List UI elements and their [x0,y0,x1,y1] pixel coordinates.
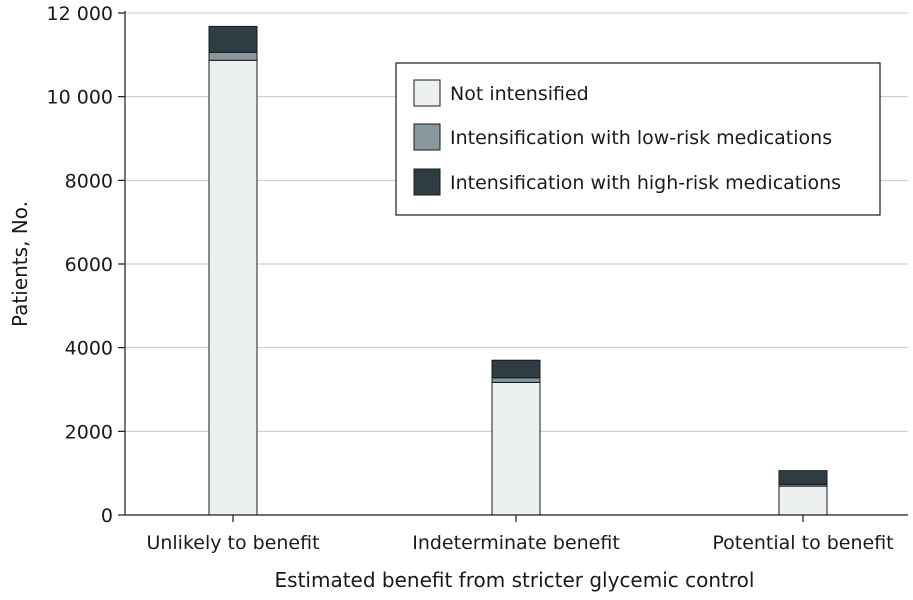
bar-segment [208,25,258,53]
y-tick-label: 4000 [65,338,113,360]
legend-swatch [413,123,441,151]
legend-label: Not intensified [450,83,589,105]
bar-segment [208,51,258,61]
legend-label: Intensification with high-risk medicatio… [450,172,841,194]
bar-segment [491,359,541,379]
y-axis-title: Patients, No. [8,201,32,327]
legend-swatch [413,168,441,196]
legend: Not intensified Intensification with low-… [395,62,881,216]
bar-segment [491,377,541,383]
bar-segment [778,470,828,485]
y-tick-label: 10 000 [47,87,113,109]
legend-box [395,62,881,216]
y-tick-label: 8000 [65,170,113,192]
legend-swatch [413,79,441,107]
y-tick-label: 2000 [65,421,113,443]
y-tick-label: 6000 [65,254,113,276]
bar-segment [491,381,541,516]
y-tick-label: 12 000 [47,3,113,25]
x-category-label: Indeterminate benefit [412,532,620,554]
x-axis-title: Estimated benefit from stricter glycemic… [275,568,755,592]
bars [208,25,828,516]
bar-segment [208,59,258,516]
bar-segment [778,485,828,516]
y-tick-label: 0 [101,505,113,527]
axes: 0 2000 4000 6000 8000 10 000 12 000 Unlikely to… [47,3,908,554]
legend-label: Intensification with low-risk medication… [450,127,832,149]
x-category-label: Potential to benefit [712,532,893,554]
x-category-label: Unlikely to benefit [146,532,319,554]
